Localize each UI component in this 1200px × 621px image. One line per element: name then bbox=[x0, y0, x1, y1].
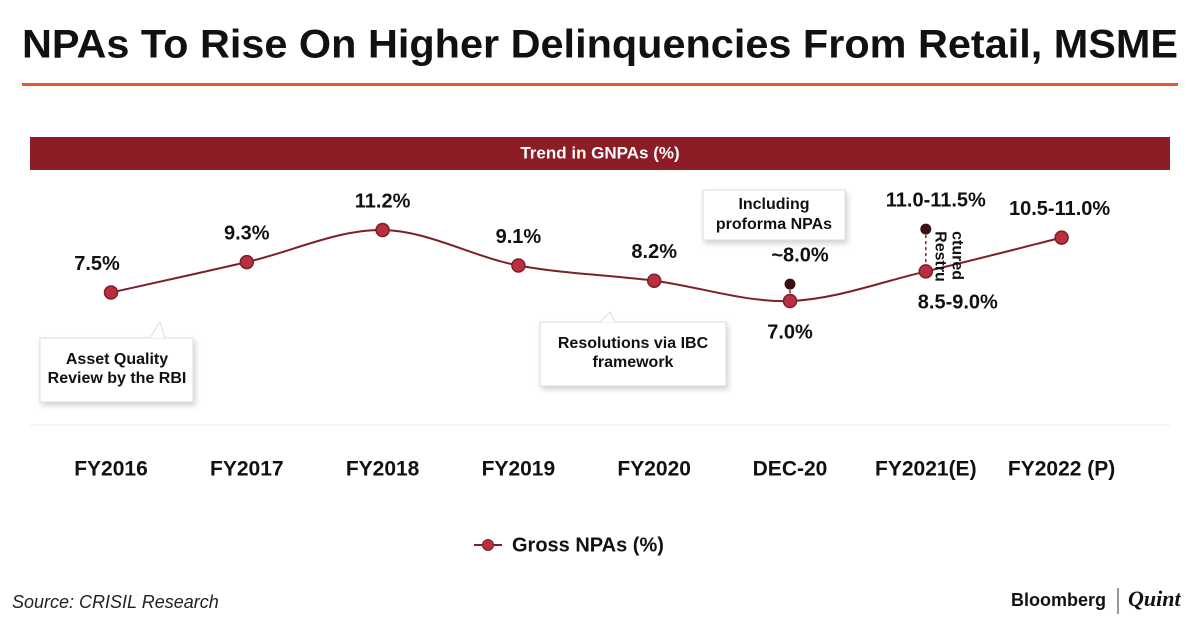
data-label: 11.0-11.5% bbox=[886, 189, 986, 211]
annotation-box bbox=[539, 321, 727, 387]
data-label: 8.2% bbox=[631, 241, 677, 263]
annotation-text: Restru bbox=[932, 231, 949, 282]
brand: Quint bbox=[1128, 586, 1181, 611]
data-point bbox=[918, 264, 934, 279]
annotation-text: Including bbox=[738, 196, 809, 213]
x-tick-label: FY2019 bbox=[482, 458, 556, 481]
data-point bbox=[239, 254, 255, 270]
x-tick-label: FY2016 bbox=[74, 458, 148, 481]
data-label: 7.0% bbox=[767, 321, 813, 343]
x-tick-label: FY2021(E) bbox=[875, 458, 977, 481]
source: Source: CRISIL Research bbox=[12, 592, 219, 612]
data-point bbox=[782, 293, 798, 309]
data-point bbox=[103, 285, 119, 300]
title-rule bbox=[22, 83, 1178, 86]
annotation-text: framework bbox=[593, 354, 674, 371]
annotation-text: ctured bbox=[949, 231, 966, 280]
data-point bbox=[1054, 230, 1069, 245]
extra-point bbox=[784, 278, 796, 290]
annotation-box bbox=[702, 189, 846, 241]
annotation-box bbox=[39, 337, 194, 403]
annotation-text: Asset Quality bbox=[66, 351, 168, 368]
data-point bbox=[511, 258, 526, 273]
data-point bbox=[375, 222, 390, 238]
brand: Bloomberg bbox=[1011, 590, 1106, 610]
annotation-pointer bbox=[149, 320, 166, 339]
legend-label: Gross NPAs (%) bbox=[512, 534, 664, 556]
series-line bbox=[110, 228, 1062, 303]
x-tick-label: FY2020 bbox=[617, 458, 691, 481]
data-label: 7.5% bbox=[74, 253, 120, 275]
x-tick-label: DEC-20 bbox=[753, 458, 828, 481]
x-tick-label: FY2017 bbox=[210, 458, 284, 481]
extra-point bbox=[920, 223, 932, 235]
annotation-text: Review by the RBI bbox=[48, 370, 187, 387]
data-label: 9.3% bbox=[224, 222, 270, 244]
chart-subtitle: Trend in GNPAs (%) bbox=[520, 143, 679, 162]
data-label: 10.5-11.0% bbox=[1009, 198, 1110, 220]
annotation-text: proforma NPAs bbox=[716, 216, 832, 233]
x-tick-label: FY2022 (P) bbox=[1008, 458, 1115, 481]
x-tick-label: FY2018 bbox=[346, 458, 420, 481]
annotation-vertical: Restru ctured bbox=[932, 231, 966, 282]
data-label: 8.5-9.0% bbox=[918, 292, 998, 314]
data-label: 11.2% bbox=[355, 190, 411, 212]
annotation-pointer bbox=[599, 311, 616, 323]
subtitle-banner bbox=[30, 137, 1170, 170]
legend-marker bbox=[482, 539, 494, 551]
chart-title: NPAs To Rise On Higher Delinquencies Fro… bbox=[22, 23, 1178, 67]
data-point bbox=[646, 273, 662, 288]
data-label: 9.1% bbox=[496, 226, 542, 248]
annotation-text: Resolutions via IBC bbox=[558, 335, 709, 352]
data-label: ~8.0% bbox=[771, 244, 828, 266]
